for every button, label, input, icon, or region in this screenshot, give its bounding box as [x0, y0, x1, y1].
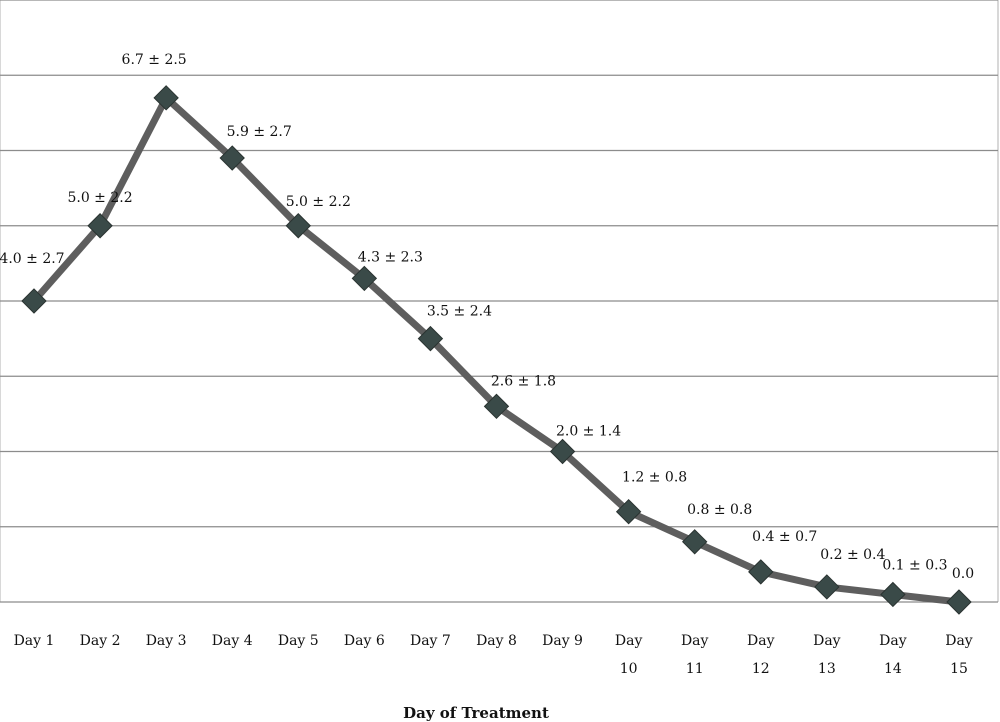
x-tick-label-14: Day 14	[879, 633, 907, 677]
x-axis-title: Day of Treatment	[403, 704, 549, 722]
data-labels: 4.0 ± 2.7 5.0 ± 2.2 6.7 ± 2.5 5.9 ± 2.7 5.0 …	[0, 52, 974, 582]
data-label-11: 0.8 ± 0.8	[687, 502, 752, 518]
data-markers	[21, 85, 972, 615]
data-marker-9	[549, 438, 576, 465]
x-tick-label-13: Day 13	[813, 633, 841, 677]
data-label-3: 6.7 ± 2.5	[122, 52, 187, 68]
data-label-14: 0.1 ± 0.3	[882, 557, 947, 573]
x-tick-label-5: Day 5	[278, 633, 319, 649]
x-tick-label-3: Day 3	[146, 633, 187, 649]
x-tick-label-6: Day 6	[344, 633, 385, 649]
data-label-5: 5.0 ± 2.2	[286, 194, 351, 210]
data-label-2: 5.0 ± 2.2	[67, 190, 132, 206]
data-marker-3	[153, 85, 179, 111]
data-marker-1	[21, 288, 47, 314]
x-tick-label-15: Day 15	[945, 633, 973, 677]
data-marker-2	[87, 213, 113, 239]
data-label-8: 2.6 ± 1.8	[491, 373, 556, 389]
data-marker-15	[946, 589, 972, 615]
x-tick-label-7: Day 7	[410, 633, 451, 649]
x-tick-label-9: Day 9	[542, 633, 583, 649]
x-tick-label-1: Day 1	[14, 633, 55, 649]
x-tick-label-12: Day 12	[747, 633, 775, 677]
data-label-6: 4.3 ± 2.3	[358, 249, 423, 265]
data-marker-4	[219, 145, 245, 171]
data-label-13: 0.2 ± 0.4	[820, 547, 885, 563]
x-tick-label-2: Day 2	[80, 633, 121, 649]
data-label-10: 1.2 ± 0.8	[622, 470, 687, 486]
x-tick-label-11: Day 11	[681, 633, 709, 677]
gridlines	[0, 0, 999, 603]
data-marker-11	[681, 529, 708, 555]
data-marker-12	[748, 559, 774, 585]
data-marker-8	[483, 393, 510, 420]
data-label-1: 4.0 ± 2.7	[0, 251, 65, 267]
data-label-4: 5.9 ± 2.7	[227, 124, 292, 140]
x-axis-tick-labels: Day 1 Day 2 Day 3 Day 4 Day 5 Day 6 Day 7 Day 8…	[14, 633, 973, 677]
data-marker-10	[615, 498, 642, 525]
data-label-9: 2.0 ± 1.4	[556, 424, 621, 440]
data-label-12: 0.4 ± 0.7	[752, 529, 817, 545]
data-label-7: 3.5 ± 2.4	[427, 304, 492, 320]
data-marker-14	[880, 581, 906, 608]
x-tick-label-4: Day 4	[212, 633, 253, 649]
data-marker-13	[814, 574, 840, 600]
data-marker-7	[417, 325, 444, 352]
x-tick-label-8: Day 8	[476, 633, 517, 649]
data-label-15: 0.0	[952, 566, 974, 582]
data-marker-5	[285, 213, 311, 239]
data-marker-6	[351, 265, 378, 292]
x-tick-label-10: Day 10	[615, 633, 643, 677]
